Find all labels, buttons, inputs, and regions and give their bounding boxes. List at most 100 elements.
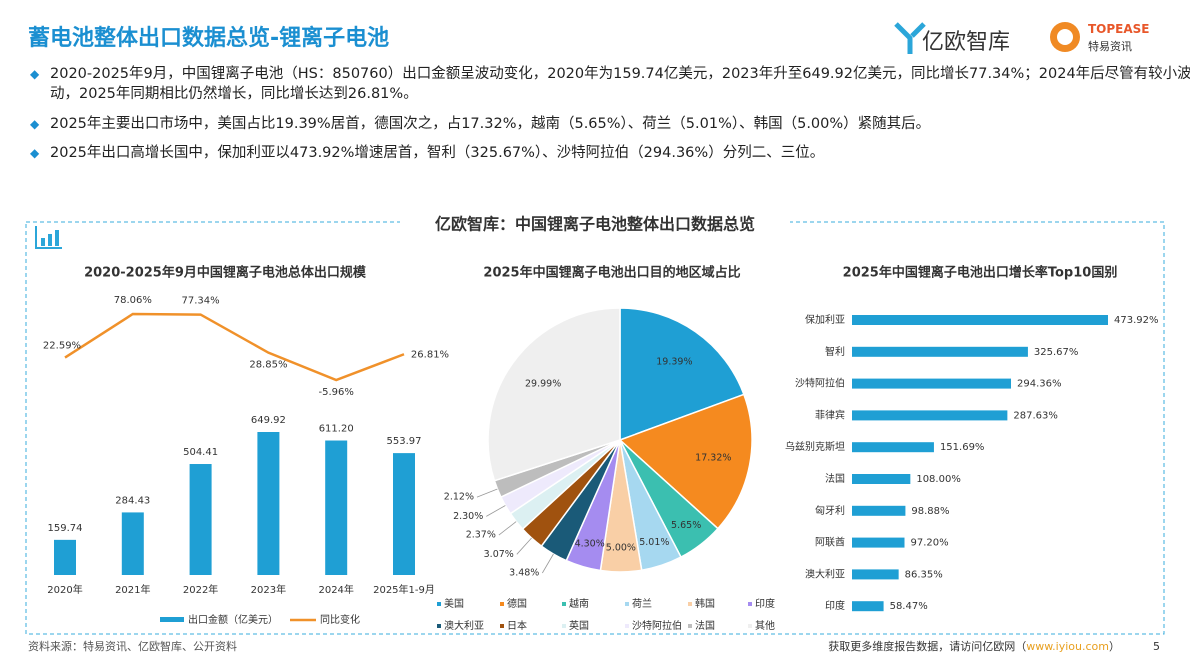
legend-label: 其他 — [755, 619, 775, 632]
bullet: 2025年主要出口市场中，美国占比19.39%居首，德国次之，占17.32%，越… — [30, 114, 1190, 134]
y-tick-label: 阿联酋 — [815, 536, 845, 549]
legend-swatch — [688, 624, 692, 628]
legend-swatch — [625, 624, 629, 628]
data-label: 28.85% — [249, 360, 287, 371]
data-label: 611.20 — [319, 424, 354, 435]
data-label: 26.81% — [411, 349, 449, 360]
x-tick-label: 2024年 — [318, 583, 353, 596]
bar — [852, 601, 884, 612]
data-label: 77.34% — [182, 296, 220, 307]
data-label: 151.69% — [940, 442, 985, 453]
bar — [852, 346, 1028, 357]
data-label: 553.97 — [387, 436, 422, 447]
legend-label: 韩国 — [695, 597, 715, 610]
x-tick-label: 2021年 — [115, 583, 150, 596]
data-label: 294.36% — [1017, 379, 1062, 390]
page-title: 蓄电池整体出口数据总览-锂离子电池 — [28, 26, 390, 51]
logo-icon — [1050, 22, 1080, 52]
logo-subtext: 特易资讯 — [1088, 40, 1132, 53]
chart-title: 2020-2025年9月中国锂离子电池总体出口规模 — [84, 265, 367, 281]
leader-line — [542, 553, 554, 574]
data-label: 108.00% — [916, 474, 961, 485]
data-label: 325.67% — [1034, 347, 1079, 358]
bar — [852, 505, 906, 516]
legend-swatch — [160, 617, 184, 622]
data-label: 5.01% — [639, 537, 669, 548]
logo-text: TOPEASE — [1088, 22, 1150, 36]
bar — [852, 315, 1108, 325]
page-number: 5 — [1153, 640, 1160, 653]
data-label: 22.59% — [43, 341, 81, 352]
y-tick-label: 印度 — [825, 599, 845, 612]
pie-slice — [487, 307, 621, 482]
y-tick-label: 沙特阿拉伯 — [795, 377, 845, 390]
chart-title: 2025年中国锂离子电池出口增长率Top10国别 — [843, 265, 1118, 281]
legend-label: 美国 — [444, 597, 464, 610]
y-tick-label: 法国 — [825, 472, 845, 485]
data-label: 29.99% — [525, 379, 561, 390]
y-tick-label: 匈牙利 — [815, 504, 845, 517]
y-tick-label: 菲律宾 — [815, 408, 845, 421]
data-label: 284.43 — [115, 495, 150, 506]
legend-swatch — [748, 602, 752, 606]
bullet: 2025年出口高增长国中，保加利亚以473.92%增速居首，智利（325.67%… — [30, 143, 1190, 163]
data-label: 4.30% — [575, 538, 605, 549]
bar — [852, 410, 1008, 421]
bar — [325, 440, 348, 575]
leader-line — [476, 488, 498, 498]
legend-swatch — [562, 602, 566, 606]
legend-swatch — [688, 602, 692, 606]
logo-yiou: 亿欧智库 — [892, 18, 1042, 58]
legend-swatch — [625, 602, 629, 606]
leader-line — [486, 505, 506, 517]
line — [64, 312, 405, 382]
data-label: 287.63% — [1013, 410, 1057, 421]
data-label: 86.35% — [905, 569, 943, 580]
y-tick-label: 智利 — [825, 345, 845, 358]
footer-link[interactable]: www.iyiou.com — [1026, 640, 1109, 653]
data-label: 19.39% — [656, 357, 692, 368]
logo-text: 亿欧智库 — [922, 30, 1011, 55]
legend-label: 德国 — [507, 597, 527, 610]
x-tick-label: 2025年1-9月 — [373, 583, 435, 596]
data-label: 98.88% — [911, 506, 949, 517]
data-label: 3.07% — [484, 549, 514, 560]
legend-label: 同比变化 — [320, 613, 360, 626]
bullet: 2020-2025年9月，中国锂离子电池（HS：850760）出口金额呈波动变化… — [30, 64, 1190, 104]
chart-title: 2025年中国锂离子电池出口目的地区域占比 — [483, 265, 740, 281]
bar — [54, 539, 76, 575]
legend-label: 法国 — [695, 619, 715, 632]
bar — [121, 512, 144, 575]
bar — [257, 432, 280, 575]
bar — [852, 537, 905, 548]
pie-slice — [618, 393, 753, 530]
legend-label: 英国 — [569, 619, 589, 632]
footer-text: ） — [1109, 640, 1120, 653]
legend-swatch — [437, 624, 441, 628]
data-label: 5.00% — [606, 543, 636, 554]
panel-icon — [35, 226, 62, 249]
data-label: 473.92% — [1114, 315, 1159, 326]
pie-slice — [619, 307, 745, 442]
legend-swatch — [500, 602, 504, 606]
legend-label: 印度 — [755, 597, 775, 610]
leader-line — [516, 537, 532, 555]
x-tick-label: 2020年 — [47, 583, 82, 596]
legend-label: 日本 — [507, 619, 527, 632]
bar — [852, 569, 899, 580]
legend-label: 澳大利亚 — [444, 619, 484, 632]
bar — [189, 464, 212, 575]
data-label: 3.48% — [509, 567, 539, 578]
data-label: 97.20% — [911, 538, 949, 549]
legend-swatch — [562, 624, 566, 628]
data-label: 2.30% — [453, 511, 483, 522]
legend-swatch — [748, 624, 752, 628]
data-label: 2.37% — [466, 530, 496, 541]
y-tick-label: 乌兹别克斯坦 — [785, 440, 845, 453]
data-label: 159.74 — [48, 523, 83, 534]
logo-icon — [894, 22, 926, 54]
panel-title: 亿欧智库：中国锂离子电池整体出口数据总览 — [435, 215, 755, 234]
footer-note: 获取更多维度报告数据，请访问亿欧网（www.iyiou.com） — [828, 639, 1120, 653]
